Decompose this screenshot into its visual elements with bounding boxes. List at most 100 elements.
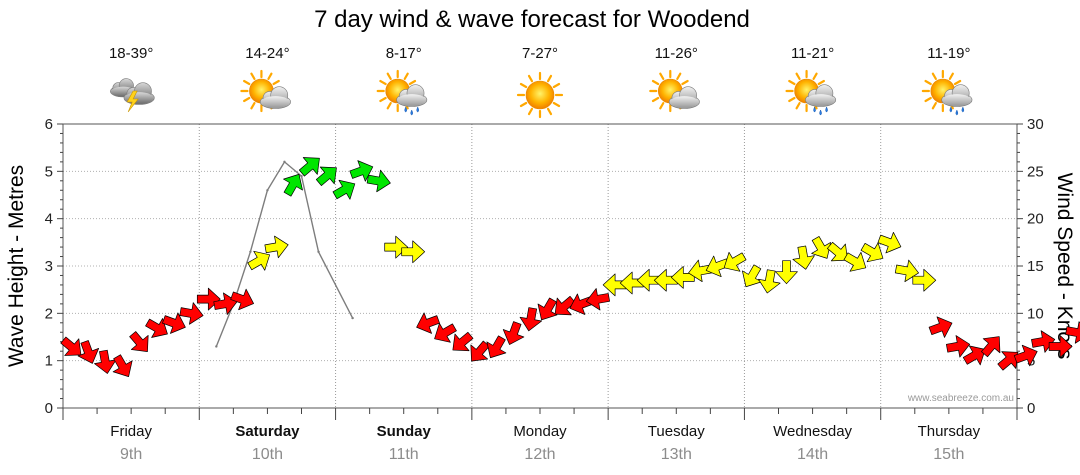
x-day-label: Wednesday bbox=[773, 423, 852, 440]
wind-arrow bbox=[946, 335, 971, 358]
day-temperature-range: 8-17° bbox=[386, 45, 422, 62]
y2-tick-label: 10 bbox=[1027, 305, 1044, 322]
x-date-label: 10th bbox=[252, 446, 283, 463]
wave-height-point bbox=[215, 345, 218, 348]
thunderstorm-icon bbox=[110, 78, 155, 113]
x-day-label: Tuesday bbox=[648, 423, 705, 440]
day-temperature-range: 7-27° bbox=[522, 45, 558, 62]
rain-drop bbox=[955, 109, 959, 116]
x-day-label: Monday bbox=[513, 423, 567, 440]
x-date-label: 14th bbox=[797, 446, 828, 463]
rain-drop bbox=[961, 106, 965, 113]
sun-disc bbox=[525, 80, 555, 110]
wind-arrow bbox=[452, 331, 474, 352]
day-temperature-range: 11-26° bbox=[655, 45, 698, 62]
wave-height-point bbox=[266, 189, 269, 192]
rain-drop bbox=[410, 109, 413, 116]
partly-cloudy-icon bbox=[649, 69, 700, 113]
wind-arrow bbox=[1048, 335, 1073, 358]
wind-arrow bbox=[981, 336, 1001, 358]
y-tick-label: 5 bbox=[45, 163, 53, 180]
y-tick-label: 1 bbox=[45, 353, 53, 370]
y2-tick-label: 0 bbox=[1027, 400, 1035, 417]
wind-arrow bbox=[537, 297, 558, 321]
partly-cloudy-icon bbox=[240, 69, 291, 113]
x-date-label: 15th bbox=[933, 446, 964, 463]
rain-drop bbox=[813, 106, 816, 113]
wind-arrow bbox=[486, 335, 507, 359]
daily-summary-header: 18-39° 14-24° 8-17° 7-27° 11-26° 11-21° 11-19° bbox=[109, 45, 973, 119]
x-day-label: Saturday bbox=[235, 423, 300, 440]
day-temperature-range: 11-19° bbox=[927, 45, 970, 62]
x-date-label: 9th bbox=[120, 446, 142, 463]
wind-arrow bbox=[264, 235, 289, 259]
wind-arrow bbox=[332, 179, 356, 200]
rain-drop bbox=[825, 106, 828, 113]
wave-height-series bbox=[215, 160, 354, 348]
wind-arrow bbox=[401, 240, 426, 264]
rain-drop bbox=[416, 106, 419, 113]
wind-arrow bbox=[349, 160, 374, 182]
wind-arrow bbox=[60, 336, 82, 356]
wind-arrow bbox=[827, 241, 848, 262]
rain-drop bbox=[404, 106, 407, 113]
wind-arrow bbox=[811, 236, 831, 259]
wind-arrow bbox=[129, 331, 149, 353]
cloud-shape bbox=[396, 84, 428, 107]
y-tick-label: 4 bbox=[45, 211, 53, 228]
wind-arrow bbox=[283, 173, 303, 197]
wind-arrow bbox=[145, 318, 168, 338]
wind-arrow bbox=[366, 169, 391, 193]
day-temperature-range: 11-21° bbox=[791, 45, 834, 62]
x-date-label: 12th bbox=[524, 446, 555, 463]
x-day-label: Friday bbox=[110, 423, 152, 440]
chart-grid bbox=[63, 124, 1017, 408]
wind-arrow bbox=[928, 316, 953, 338]
wind-arrow bbox=[519, 307, 543, 332]
sun-rays bbox=[516, 71, 564, 119]
wind-arrow bbox=[775, 260, 798, 285]
wind-arrow bbox=[723, 251, 747, 272]
rain-drop bbox=[949, 106, 953, 113]
wind-arrow bbox=[77, 340, 100, 364]
wind-arrow-series bbox=[60, 157, 1080, 378]
wave-height-line bbox=[215, 160, 354, 347]
wind-arrow bbox=[162, 312, 186, 334]
sun-showers-icon bbox=[376, 69, 428, 116]
sun-showers-icon bbox=[921, 69, 973, 116]
wind-arrow bbox=[1065, 321, 1080, 344]
wind-arrow bbox=[470, 340, 490, 362]
wind-arrow bbox=[962, 345, 986, 366]
wave-height-point bbox=[283, 160, 286, 164]
y-axis-label-left: Wave Height - Metres bbox=[5, 165, 28, 367]
x-axis: Friday 9th Saturday 10th Sunday 11th Monday 12t… bbox=[62, 408, 1018, 463]
cloud-shape bbox=[941, 84, 973, 107]
x-date-label: 11th bbox=[389, 446, 419, 463]
watermark: www.seabreeze.com.au bbox=[907, 393, 1014, 404]
wave-height-point bbox=[351, 316, 354, 320]
y2-tick-label: 20 bbox=[1027, 211, 1044, 228]
wind-arrow bbox=[94, 349, 117, 374]
wind-arrow bbox=[247, 250, 271, 271]
wind-arrow bbox=[416, 312, 440, 334]
lightning-bolt bbox=[126, 90, 139, 113]
x-day-label: Sunday bbox=[377, 423, 432, 440]
cloud-shape bbox=[805, 84, 837, 107]
y2-tick-label: 25 bbox=[1027, 163, 1044, 180]
wind-arrow bbox=[742, 264, 762, 288]
wind-arrow bbox=[315, 166, 337, 186]
wind-arrow bbox=[912, 268, 937, 292]
y-tick-label: 6 bbox=[45, 116, 53, 133]
cloud-shape bbox=[668, 86, 700, 109]
wind-arrow bbox=[705, 255, 730, 278]
y2-tick-label: 15 bbox=[1027, 258, 1044, 275]
wind-arrow bbox=[792, 245, 815, 270]
wind-arrow bbox=[860, 242, 884, 263]
y-axis-label-right: Wind Speed - Knots bbox=[1053, 173, 1076, 360]
wave-height-point bbox=[300, 174, 303, 178]
y-tick-label: 3 bbox=[45, 258, 53, 275]
wind-arrow bbox=[179, 302, 204, 325]
wind-arrow bbox=[758, 269, 781, 294]
wind-arrow bbox=[502, 321, 525, 345]
